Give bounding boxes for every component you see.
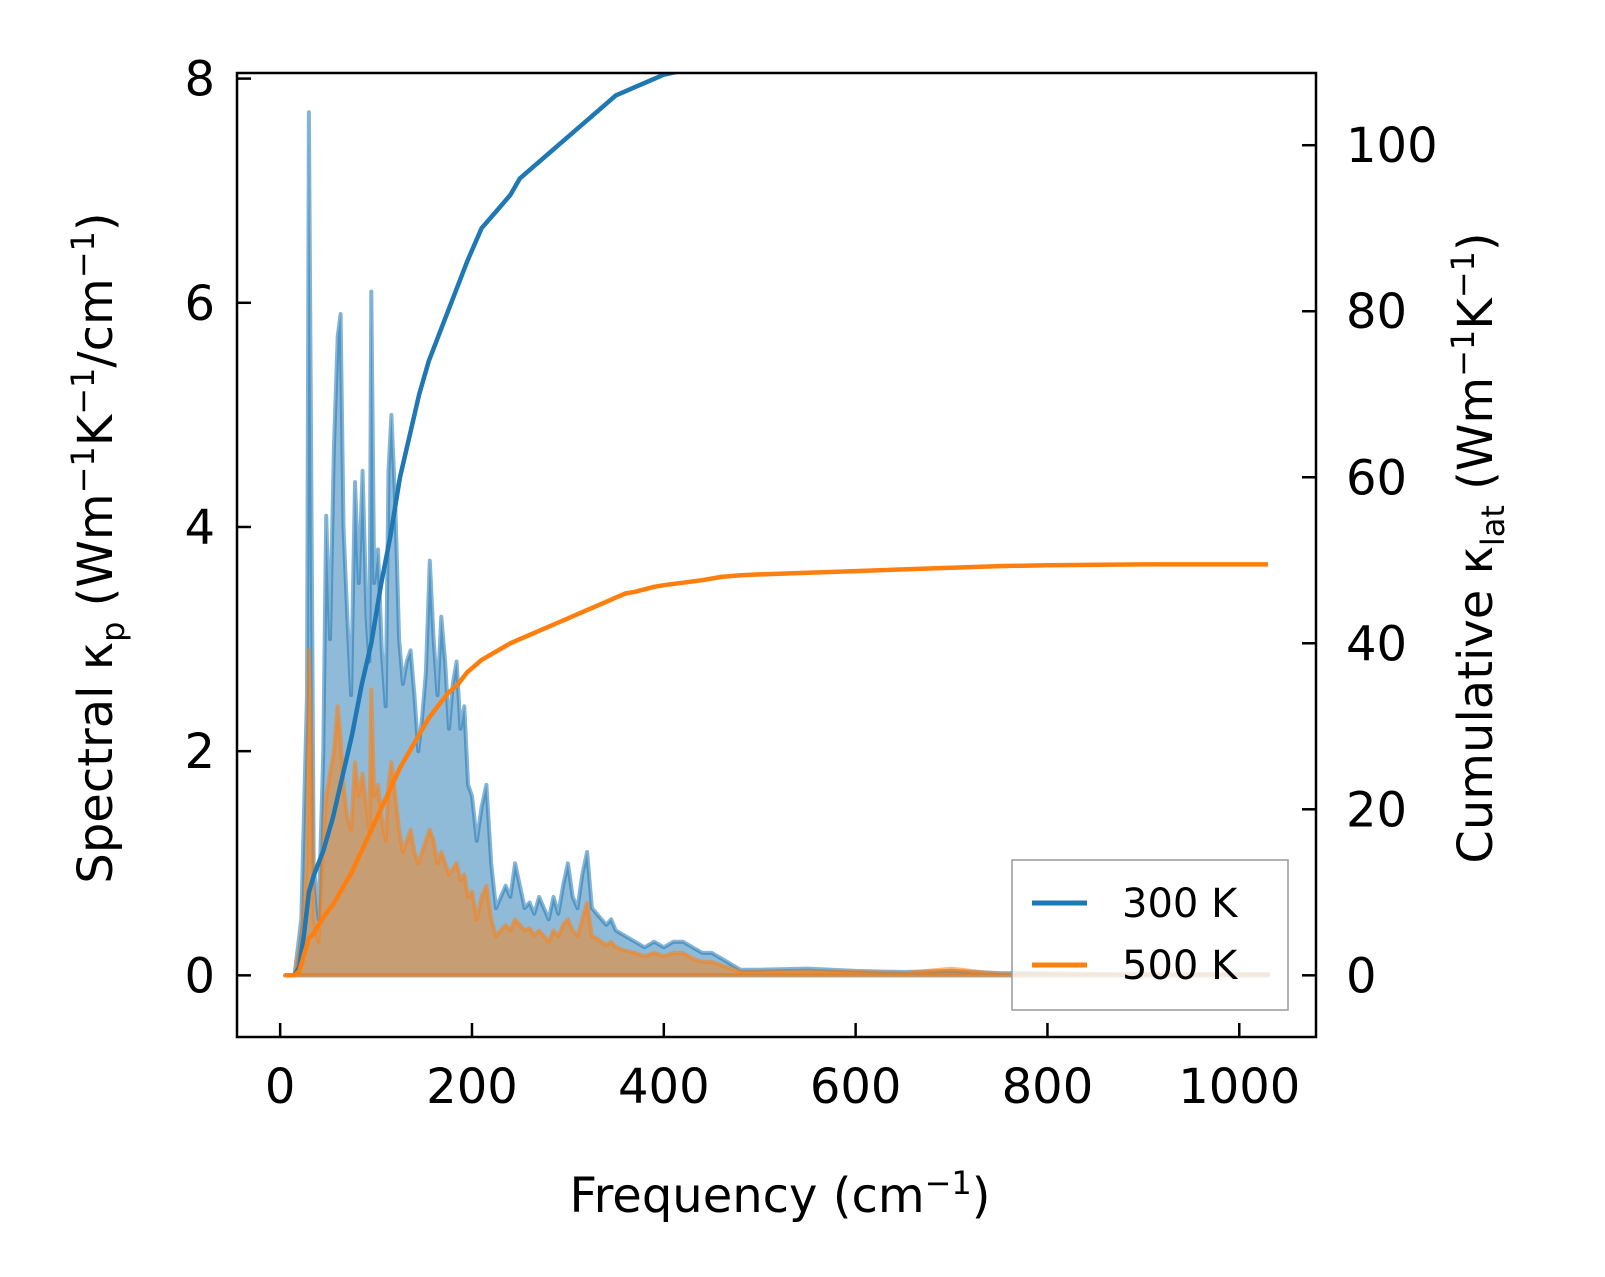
legend: 300 K 500 K — [1011, 859, 1289, 1011]
y-right-tick-label-20: 20 — [1346, 782, 1407, 838]
x-tick-label-1000: 1000 — [1178, 1059, 1300, 1115]
plot-area — [282, 73, 1271, 978]
y-left-tick-label-8: 8 — [184, 52, 215, 108]
spectral-area-500k — [282, 648, 1271, 978]
x-tick-label-600: 600 — [810, 1059, 902, 1115]
plot-series — [282, 73, 1271, 978]
y-right-tick-label-100: 100 — [1346, 118, 1438, 174]
y-right-tick-label-0: 0 — [1346, 948, 1377, 1004]
x-tick-label-800: 800 — [1002, 1059, 1094, 1115]
x-tick-label-0: 0 — [265, 1059, 296, 1115]
y-axis-label-left: Spectral κp (Wm−1K−1/cm−1) — [64, 212, 132, 883]
x-axis-label: Frequency (cm−1) — [569, 1164, 990, 1224]
cumulative-line-300k — [285, 73, 683, 978]
y-right-tick-label-60: 60 — [1346, 450, 1407, 506]
legend-label-300k: 300 K — [1122, 881, 1239, 927]
y-left-tick-label-0: 0 — [184, 948, 215, 1004]
y-right-tick-label-40: 40 — [1346, 616, 1407, 672]
x-tick-label-200: 200 — [426, 1059, 518, 1115]
y-left-tick-label-2: 2 — [184, 724, 215, 780]
legend-label-500k: 500 K — [1122, 943, 1239, 989]
y-axis-label-right: Cumulative κlat (Wm−1K−1) — [1444, 232, 1512, 863]
y-right-tick-label-80: 80 — [1346, 284, 1407, 340]
cumulative-line-500k — [285, 562, 1268, 978]
x-tick-label-400: 400 — [618, 1059, 710, 1115]
y-left-tick-label-4: 4 — [184, 500, 215, 556]
legend-box — [1011, 859, 1289, 1011]
plot-frame — [235, 71, 1318, 1039]
y-left-tick-label-6: 6 — [184, 276, 215, 332]
